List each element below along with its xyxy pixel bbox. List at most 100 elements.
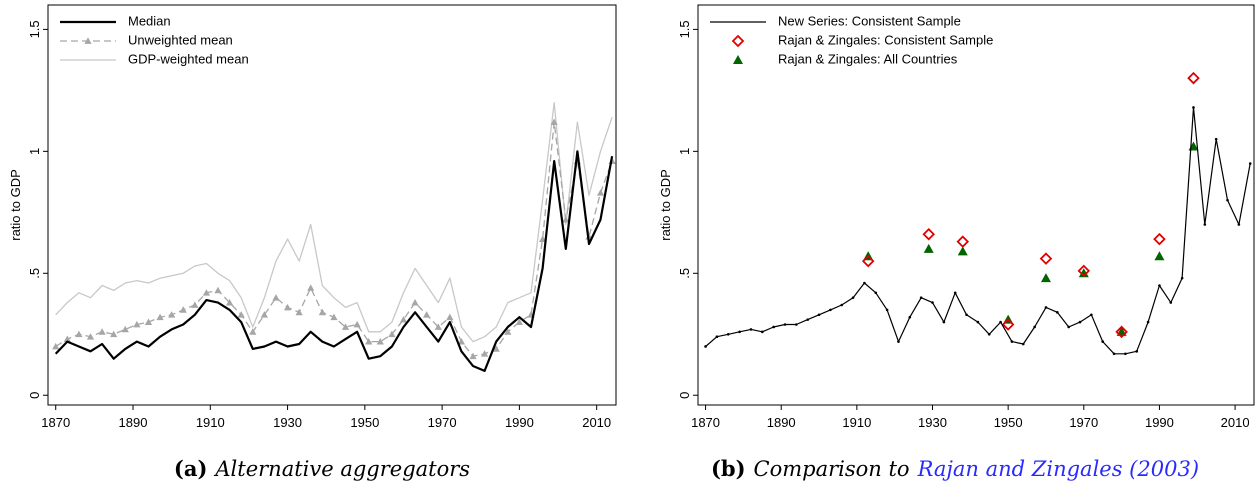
x-tick-label: 1890 [767, 415, 796, 430]
legend-label: New Series: Consistent Sample [778, 13, 961, 28]
triangle-marker [1154, 251, 1165, 261]
caption-citation: Rajan and Zingales (2003) [917, 457, 1199, 481]
dot-marker [1214, 137, 1218, 141]
triangle-marker [110, 330, 118, 338]
triangle-marker [307, 284, 315, 291]
dot-marker [1021, 342, 1025, 346]
dot-marker [999, 320, 1002, 324]
plot-frame [47, 4, 617, 406]
x-tick-label: 2010 [582, 415, 611, 430]
x-tick-label: 1990 [1145, 415, 1174, 430]
diamond-marker [861, 254, 875, 268]
diamond-marker [1187, 71, 1200, 85]
dot-marker [908, 315, 912, 319]
x-tick-label: 1930 [918, 415, 947, 430]
y-axis-title: ratio to GDP [658, 169, 673, 241]
dot-marker [1192, 106, 1195, 109]
dot-marker [1033, 325, 1036, 329]
x-tick-label: 1910 [842, 415, 871, 430]
diamond-marker [922, 227, 935, 241]
triangle-marker [596, 189, 605, 196]
triangle-marker [295, 308, 303, 316]
panel: 1870 1890 1910 1930 1950 1970 1990 2010 0 .5 1 1.5 r… [8, 4, 617, 481]
triangle-marker [1040, 273, 1051, 283]
dot-marker [704, 345, 707, 348]
dot-marker [942, 320, 946, 324]
caption-text: Comparison to [754, 457, 910, 481]
legend-marker [731, 34, 745, 48]
diamond-marker [1039, 252, 1053, 265]
dot-marker [1146, 320, 1150, 324]
dot-marker [1101, 340, 1105, 343]
triangle-marker [249, 328, 257, 335]
triangle-marker [353, 320, 361, 328]
dot-marker [817, 313, 821, 317]
triangle-marker [237, 311, 245, 318]
triangle-marker [63, 335, 71, 343]
dot-marker [953, 291, 957, 295]
diamond-marker [956, 235, 970, 248]
triangle-marker [504, 328, 512, 335]
panel: 1870 1890 1910 1930 1950 1970 1990 2010 0 .5 1 1.5 r… [658, 4, 1255, 481]
dot-marker [1237, 223, 1241, 226]
dot-marker [1248, 162, 1252, 165]
triangle-marker [434, 323, 442, 330]
triangle-marker [376, 337, 384, 345]
caption-label: (a) [174, 456, 207, 481]
dot-marker [976, 320, 980, 324]
triangle-marker [318, 308, 326, 316]
dot-marker [1010, 340, 1014, 343]
caption: (a) Alternative aggregators [174, 456, 470, 481]
series-line [55, 101, 613, 343]
x-tick-label: 1970 [428, 415, 457, 430]
x-tick-label: 1870 [41, 415, 70, 430]
dot-marker [772, 325, 775, 329]
plot-frame [697, 4, 1255, 406]
x-tick-label: 1870 [691, 415, 720, 430]
dot-marker [840, 303, 844, 307]
x-tick-label: 1890 [119, 415, 148, 430]
dot-marker [987, 332, 991, 336]
dot-marker [1078, 320, 1082, 324]
dot-marker [806, 318, 809, 321]
triangle-marker [446, 313, 454, 321]
triangle-marker [562, 216, 570, 223]
series-line [705, 106, 1251, 355]
x-tick-label: 1970 [1069, 415, 1098, 430]
triangle-marker [202, 289, 211, 296]
y-tick-label: .5 [677, 268, 692, 279]
dot-marker [1203, 223, 1207, 226]
dot-marker [738, 330, 741, 334]
triangle-marker [144, 318, 153, 325]
diamond-marker [1077, 264, 1091, 278]
triangle-marker [365, 337, 373, 345]
dot-marker [863, 281, 866, 285]
diamond-marker [1153, 232, 1166, 246]
triangle-marker [330, 313, 338, 321]
dot-marker [919, 296, 923, 299]
dot-marker [715, 335, 719, 339]
triangle-marker [75, 330, 83, 338]
triangle-marker [156, 313, 164, 321]
triangle-marker [1078, 268, 1089, 278]
triangle-marker [272, 294, 280, 301]
series-line [54, 150, 614, 372]
legend-label: GDP-weighted mean [128, 51, 249, 66]
dot-marker [726, 332, 730, 336]
plot-area [704, 71, 1252, 356]
legend-label: Rajan & Zingales: Consistent Sample [778, 32, 993, 47]
dot-marker [851, 296, 855, 299]
y-tick-label: .5 [27, 268, 42, 279]
dot-marker [1056, 311, 1059, 314]
y-tick-label: 1.5 [27, 20, 42, 38]
triangle-marker [98, 328, 106, 335]
triangle-marker [399, 316, 408, 323]
x-tick-label: 1950 [994, 415, 1023, 430]
triangle-marker [133, 320, 141, 328]
series-line [55, 121, 613, 357]
x-tick-label: 1930 [273, 415, 302, 430]
triangle-marker [260, 311, 268, 318]
x-tick-label: 2010 [1221, 415, 1250, 430]
dot-marker [795, 323, 798, 326]
